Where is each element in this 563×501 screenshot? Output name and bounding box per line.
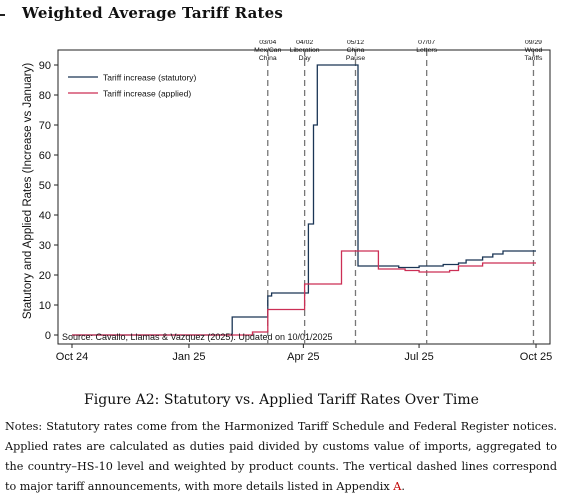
line-chart: 03/04Mex/CanChina04/02LiberationDay05/12… [22, 40, 552, 363]
x-tick-label-3: Jul 25 [404, 351, 433, 363]
x-tick-label-0: Oct 24 [56, 351, 88, 363]
x-tick-label-4: Oct 25 [520, 351, 552, 363]
y-axis-label: Statutory and Applied Rates (Increase vs… [22, 63, 34, 320]
notes-end: . [401, 480, 405, 493]
appendix-link[interactable]: A [393, 480, 402, 493]
event-label-3-0: 07/07 [418, 40, 435, 46]
legend-label-1: Tariff increase (applied) [103, 89, 191, 99]
y-tick-label-20: 20 [39, 270, 51, 282]
event-label-2-2: Pause [346, 55, 365, 62]
y-tick-label-60: 60 [39, 150, 51, 162]
x-tick-label-2: Apr 25 [287, 351, 319, 363]
event-label-0-2: China [259, 55, 277, 62]
event-label-1-2: Day [299, 55, 312, 62]
event-label-0-1: Mex/Can [254, 47, 281, 54]
series-line-1 [72, 250, 536, 336]
y-tick-label-90: 90 [39, 60, 51, 72]
notes-text: Notes: Statutory rates come from the Har… [5, 420, 557, 493]
title-margin-tick [0, 14, 5, 16]
event-label-1-1: Liberation [290, 47, 320, 54]
event-label-0-0: 03/04 [259, 40, 276, 46]
event-label-4-1: Wood [525, 47, 543, 54]
y-tick-label-50: 50 [39, 180, 51, 192]
event-label-3-1: Letters [416, 47, 437, 54]
event-label-2-1: China [347, 47, 365, 54]
series-line-0 [72, 64, 536, 336]
source-note: Source: Cavallo, Llamas & Vazquez (2025)… [62, 332, 333, 342]
event-label-4-2: Tariffs [524, 55, 543, 62]
y-tick-label-80: 80 [39, 90, 51, 102]
event-label-4-0: 09/29 [525, 40, 542, 46]
y-tick-label-30: 30 [39, 240, 51, 252]
event-label-2-0: 05/12 [347, 40, 364, 46]
x-tick-label-1: Jan 25 [172, 351, 205, 363]
figure-notes: Notes: Statutory rates come from the Har… [5, 417, 557, 497]
y-tick-label-40: 40 [39, 210, 51, 222]
legend-label-0: Tariff increase (statutory) [103, 73, 197, 83]
y-tick-label-70: 70 [39, 120, 51, 132]
y-tick-label-10: 10 [39, 300, 51, 312]
event-label-1-0: 04/02 [296, 40, 313, 46]
y-tick-label-0: 0 [45, 330, 51, 342]
page-title: Weighted Average Tariff Rates [22, 4, 284, 22]
figure-caption: Figure A2: Statutory vs. Applied Tariff … [84, 392, 479, 408]
